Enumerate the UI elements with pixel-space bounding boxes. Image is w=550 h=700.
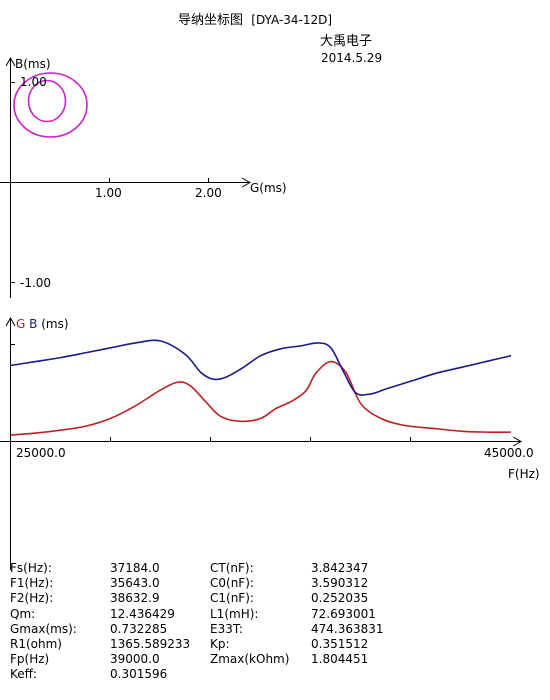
frequency-x-label: F(Hz): [508, 467, 540, 481]
param-value: 35643.0: [110, 576, 160, 591]
param-value: 0.301596: [110, 667, 168, 682]
series-g-line: [10, 360, 512, 436]
param-value: 0.732285: [110, 621, 168, 636]
param-label-2: Zmax(kOhm): [210, 652, 290, 667]
frequency-axes: [0, 316, 523, 570]
legend-g: G: [16, 317, 26, 331]
admittance-x-arrow: [241, 177, 252, 188]
test-date: 2014.5.29: [321, 51, 383, 65]
param-label: F2(Hz):: [10, 591, 54, 606]
param-label: Keff:: [10, 667, 37, 682]
param-label: Gmax(ms):: [10, 621, 77, 636]
param-value-2: 474.363831: [311, 621, 384, 636]
admittance-circle-layer: [13, 72, 88, 138]
chart-title: 导纳坐标图 [DYA-34-12D]: [178, 9, 332, 28]
legend-b: B: [29, 317, 38, 331]
param-value-2: 72.693001: [311, 606, 376, 621]
admittance-x-tick-label-2: 2.00: [195, 186, 222, 200]
param-value-2: 3.590312: [311, 576, 369, 591]
frequency-y-unit: (ms): [41, 317, 69, 331]
device-model: [DYA-34-12D]: [251, 13, 333, 27]
param-value-2: 0.351512: [311, 636, 369, 651]
chart-title-text: 导纳坐标图: [178, 13, 244, 28]
param-value: 37184.0: [110, 561, 160, 575]
param-label: F1(Hz):: [10, 576, 54, 591]
param-label-2: CT(nF):: [210, 561, 254, 575]
param-value: 38632.9: [110, 591, 160, 606]
frequency-y-arrow: [5, 316, 16, 327]
admittance-y-tick-label-2: -1.00: [20, 276, 52, 290]
admittance-y-tick-label-1: 1.00: [20, 75, 47, 89]
admittance-loop-2: [27, 79, 67, 123]
admittance-y-arrow: [5, 56, 16, 67]
param-label-2: C1(nF):: [210, 591, 254, 606]
param-value: 12.436429: [110, 606, 175, 621]
admittance-x-label: G(ms): [250, 181, 287, 195]
param-value-2: 3.842347: [311, 561, 369, 575]
param-value: 39000.0: [110, 652, 160, 667]
admittance-y-label: B(ms): [15, 57, 51, 71]
param-label-2: E33T:: [210, 621, 243, 636]
frequency-x-tick-label-start: 25000.0: [16, 446, 66, 460]
frequency-series-layer: [10, 339, 512, 436]
param-label: R1(ohm): [10, 636, 62, 651]
param-label: Fs(Hz):: [10, 561, 52, 575]
frequency-x-arrow: [512, 436, 523, 447]
param-label-2: Kp:: [210, 636, 230, 651]
param-label: Qm:: [10, 606, 36, 621]
param-label-2: L1(mH):: [210, 606, 259, 621]
admittance-axes: [0, 56, 252, 298]
param-label-2: C0(nF):: [210, 576, 254, 591]
param-value: 1365.589233: [110, 636, 191, 651]
frequency-y-label: G B (ms): [16, 317, 69, 331]
admittance-loop-1: [13, 72, 88, 138]
param-label: Fp(Hz): [10, 652, 50, 667]
series-b-line: [10, 339, 512, 396]
frequency-x-tick-label-end: 45000.0: [484, 446, 534, 460]
admittance-x-tick-label-1: 1.00: [95, 186, 122, 200]
param-value-2: 0.252035: [311, 591, 369, 606]
company-name: 大禹电子: [320, 34, 373, 49]
param-value-2: 1.804451: [311, 652, 369, 667]
